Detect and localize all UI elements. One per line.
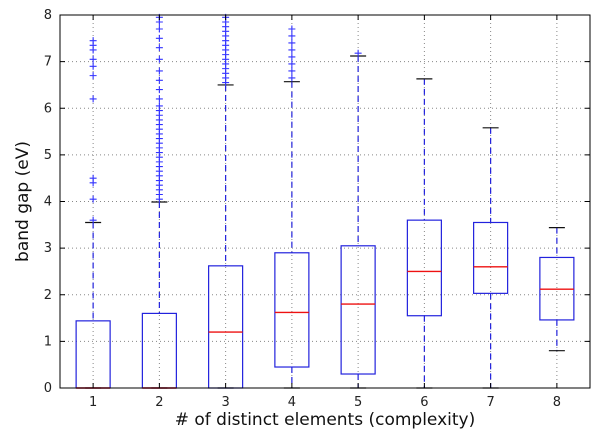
x-tick-label: 4 [288, 395, 296, 410]
box-iqr [208, 265, 244, 389]
y-tick-label: 1 [44, 334, 52, 349]
outlier-marker [89, 62, 97, 70]
box-plots [75, 13, 575, 389]
outlier-marker [155, 86, 163, 94]
outlier-marker [155, 44, 163, 52]
x-tick-label: 7 [486, 395, 494, 410]
y-tick-label: 8 [44, 8, 52, 23]
box-group-4 [274, 25, 310, 389]
x-axis-ticks: 1 2 3 4 5 6 7 8 [89, 15, 561, 410]
box-group-7 [473, 127, 509, 389]
outlier-marker [288, 32, 296, 40]
y-axis-ticks: 0 1 2 3 4 5 6 7 8 [44, 8, 590, 396]
outlier-marker [89, 216, 97, 224]
outlier-marker [288, 67, 296, 75]
box-group-2 [141, 13, 177, 389]
box-group-3 [208, 13, 244, 389]
y-tick-label: 2 [44, 288, 52, 303]
outlier-marker [288, 53, 296, 61]
x-tick-label: 2 [155, 395, 163, 410]
x-axis-label: # of distinct elements (complexity) [175, 410, 476, 430]
box-iqr [406, 219, 442, 317]
outlier-marker [288, 46, 296, 54]
y-tick-label: 7 [44, 55, 52, 70]
y-tick-label: 5 [44, 148, 52, 163]
y-tick-label: 3 [44, 241, 52, 256]
outlier-marker [89, 195, 97, 203]
outlier-marker [89, 55, 97, 63]
outlier-marker [155, 67, 163, 75]
box-group-5 [340, 49, 376, 389]
outlier-marker [89, 72, 97, 80]
x-tick-label: 5 [354, 395, 362, 410]
outlier-marker [288, 25, 296, 33]
outlier-marker [89, 174, 97, 182]
outlier-marker [155, 34, 163, 42]
box-iqr [340, 245, 376, 375]
y-axis-label: band gap (eV) [13, 141, 33, 262]
grid-lines [60, 15, 590, 388]
box-iqr [141, 312, 177, 389]
box-group-8 [539, 227, 575, 352]
outlier-marker [155, 55, 163, 63]
x-tick-label: 6 [420, 395, 428, 410]
x-tick-label: 3 [221, 395, 229, 410]
outlier-marker [288, 39, 296, 47]
outlier-marker [89, 95, 97, 103]
outlier-marker [155, 76, 163, 84]
outlier-marker [354, 49, 362, 57]
box-iqr [473, 221, 509, 294]
outlier-marker [155, 25, 163, 33]
outlier-marker [155, 102, 163, 110]
x-tick-label: 1 [89, 395, 97, 410]
outlier-marker [288, 60, 296, 68]
x-tick-label: 8 [553, 395, 561, 410]
outlier-marker [288, 74, 296, 82]
box-group-1 [75, 37, 111, 389]
y-tick-label: 0 [44, 381, 52, 396]
outlier-marker [155, 95, 163, 103]
y-tick-label: 4 [44, 195, 52, 210]
box-iqr [75, 320, 111, 389]
y-tick-label: 6 [44, 101, 52, 116]
box-iqr [274, 252, 310, 368]
outlier-marker [89, 37, 97, 45]
